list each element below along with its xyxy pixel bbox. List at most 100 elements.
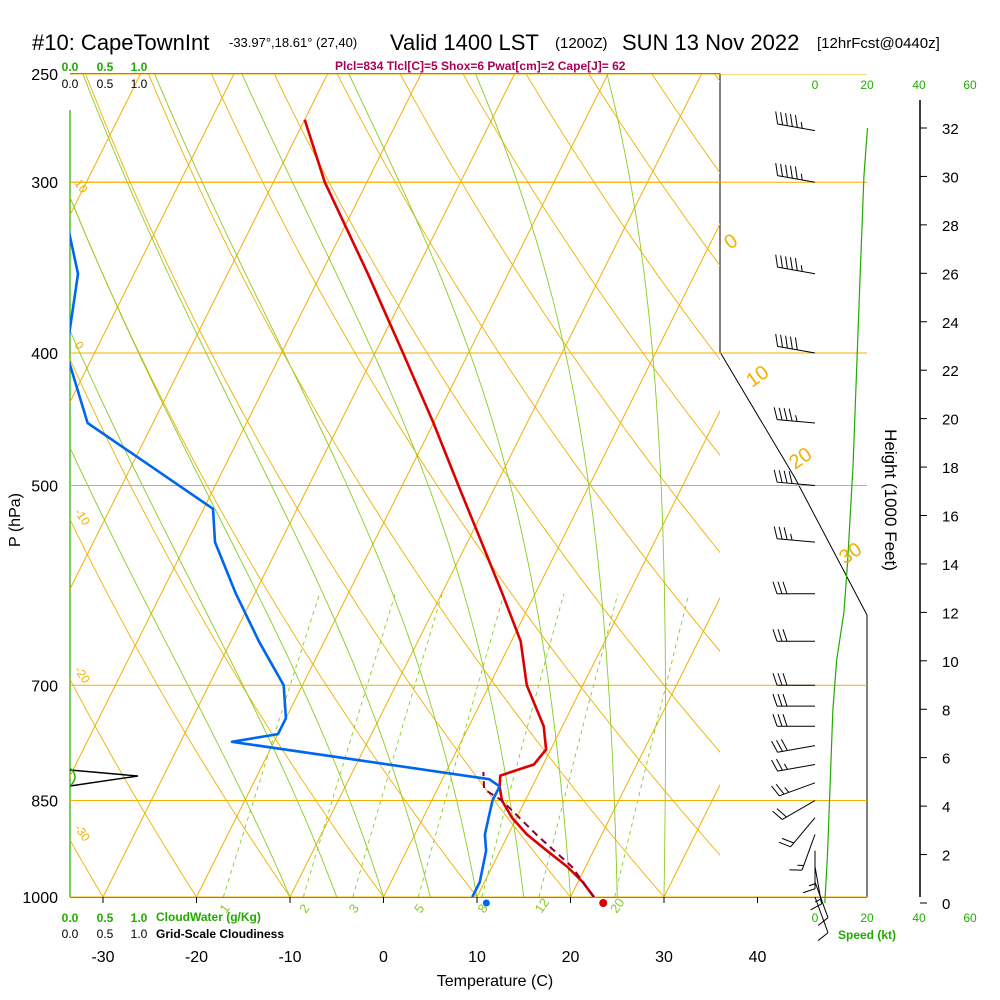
- wind-barb-flag: [783, 527, 788, 540]
- dry-adiabat-line: [462, 74, 720, 457]
- dry-adiabat-line: [70, 518, 291, 897]
- x-tick-label: 0: [379, 949, 388, 966]
- x-tick-label: 30: [655, 949, 673, 966]
- wind-barb: [775, 254, 816, 275]
- wind-barb: [775, 163, 816, 183]
- wind-barb-flag: [794, 258, 798, 271]
- x-tick-label: 20: [562, 949, 580, 966]
- grid-clipped-full: [70, 74, 867, 897]
- wind-barb-half: [800, 121, 803, 129]
- wind-barb-staff: [777, 764, 816, 772]
- cloudiness-tick-top: 0.5: [97, 77, 114, 91]
- wind-barb-flag: [772, 629, 778, 642]
- dry-adiabat-line: [588, 74, 720, 267]
- pressure-tick-label: 300: [31, 175, 58, 192]
- speed-tick-label-bottom: 0: [812, 911, 819, 925]
- isotherm-line: [196, 74, 609, 897]
- cloudiness-label: Grid-Scale Cloudiness: [156, 927, 284, 941]
- dry-adiabat-line: [85, 74, 572, 897]
- mixing-ratio-label: 12: [532, 895, 553, 915]
- mixing-ratio-line: [222, 593, 321, 897]
- wind-barb-flag: [780, 255, 783, 269]
- sounding-lines: [70, 119, 595, 897]
- x-tick-label: -20: [185, 949, 208, 966]
- wind-barb-flag: [777, 673, 783, 686]
- isotherm-line: [0, 0, 113, 897]
- speed-tick-label-top: 60: [963, 78, 977, 92]
- wind-barb-staff: [790, 817, 816, 848]
- cloudiness-tick-bottom: 0.5: [97, 927, 114, 941]
- mixing-ratio-line: [481, 593, 565, 897]
- y-axis-title: P (hPa): [7, 493, 24, 547]
- pressure-tick-label: 500: [31, 479, 58, 496]
- dewpoint-line: [70, 230, 501, 897]
- parcel-line: [482, 771, 595, 897]
- cloudiness-tick-top: 1.0: [131, 77, 148, 91]
- isotherm-line: [70, 74, 235, 404]
- wind-barb-staff: [781, 800, 816, 820]
- wind-barb-flag: [789, 336, 793, 350]
- wind-barb-flag: [810, 903, 822, 911]
- moist-adiabat-line: [154, 74, 478, 897]
- isotherm-line: [102, 74, 516, 897]
- wind-barb: [775, 333, 816, 354]
- wind-barb-staff: [777, 175, 816, 183]
- speed-tick-label-top: 0: [812, 78, 819, 92]
- wind-barb-flag: [785, 113, 788, 126]
- cloudiness-tick-top: 0.0: [62, 77, 79, 91]
- dry-adiabat-label: -20: [72, 664, 94, 687]
- wind-barb-flag: [772, 810, 783, 820]
- wind-barb-flag: [773, 407, 778, 420]
- wind-barb: [772, 673, 815, 686]
- wind-barb-flag: [802, 888, 816, 894]
- valid-time: Valid 1400 LST: [390, 30, 539, 55]
- wind-barb-flag: [789, 114, 793, 127]
- height-tick-label: 30: [942, 169, 959, 186]
- wind-barb-flag: [782, 581, 788, 594]
- wind-barb-staff: [777, 123, 816, 132]
- wind-barb-half: [800, 265, 803, 272]
- dry-adiabat-label: 0: [72, 339, 87, 353]
- dry-adiabat-line: [148, 74, 665, 897]
- wind-barb-flag: [772, 673, 778, 686]
- wind-barb-half: [783, 763, 788, 770]
- wind-barb-flag: [794, 114, 798, 128]
- height-tick-label: 6: [942, 751, 950, 768]
- wind-barb: [778, 817, 816, 848]
- speed-profile-line: [824, 127, 869, 904]
- wind-barb-half: [790, 533, 793, 541]
- isotherm-line: [383, 222, 720, 897]
- wind-barb-flag: [780, 739, 788, 751]
- wind-barb-half: [800, 173, 803, 181]
- wind-barb-flag: [794, 337, 798, 350]
- wind-barb-staff: [777, 538, 816, 543]
- wind-barb: [814, 881, 829, 926]
- height-tick-label: 32: [942, 121, 959, 138]
- utc-time: (1200Z): [555, 35, 608, 52]
- cloudwater-tick-top: 0.0: [62, 60, 79, 74]
- height-tick-label: 24: [942, 315, 959, 332]
- wind-barb-flag: [794, 166, 798, 180]
- dry-adiabat-line: [70, 839, 104, 897]
- wind-barb-flag: [817, 932, 829, 941]
- dry-adiabat-line: [399, 74, 720, 554]
- height-tick-label: 0: [942, 896, 950, 913]
- wind-barb-half: [784, 787, 790, 793]
- sounding-plot: [69, 111, 869, 941]
- theta-label: 0: [720, 230, 742, 254]
- wind-barb-flag: [773, 526, 778, 539]
- wind-barb-flag: [775, 333, 779, 347]
- mixing-ratio-label: 2: [296, 901, 312, 916]
- wind-barb-flag: [778, 841, 791, 848]
- cloudwater-tick-bottom: 0.0: [62, 911, 79, 925]
- cloudwater-tick-bottom: 0.5: [97, 911, 114, 925]
- wind-barb-flag: [777, 581, 783, 594]
- wind-barb-flag: [777, 693, 783, 707]
- mixing-ratio-label: 20: [607, 895, 628, 915]
- forecast-date: SUN 13 Nov 2022: [622, 30, 799, 55]
- dry-adiabat-line: [823, 50, 1000, 926]
- height-tick-label: 10: [942, 654, 959, 671]
- x-axis-title: Temperature (C): [437, 973, 553, 990]
- wind-barb-flag: [772, 581, 778, 594]
